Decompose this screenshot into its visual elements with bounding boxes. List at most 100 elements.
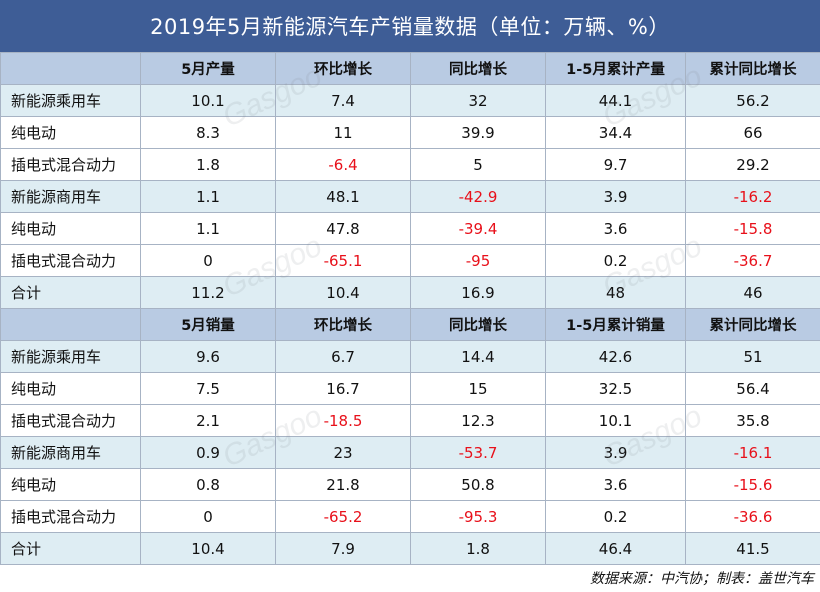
table-row: 纯电动 7.5 16.7 15 32.5 56.4 xyxy=(0,372,820,405)
table-cell: 14.4 xyxy=(410,340,546,373)
table-cell: -95 xyxy=(410,244,546,277)
table-cell: 15 xyxy=(410,372,546,405)
table-row: 纯电动 8.3 11 39.9 34.4 66 xyxy=(0,116,820,149)
table-cell: 32.5 xyxy=(545,372,686,405)
table-cell: 3.6 xyxy=(545,468,686,501)
table-cell: 66 xyxy=(685,116,820,149)
table-cell: 16.9 xyxy=(410,276,546,309)
table-cell: 35.8 xyxy=(685,404,820,437)
table-cell: 48.1 xyxy=(275,180,411,213)
row-label: 合计 xyxy=(0,532,141,565)
table-cell: 1.1 xyxy=(140,212,276,245)
table-cell: 48 xyxy=(545,276,686,309)
table-cell: -39.4 xyxy=(410,212,546,245)
table-cell: 7.5 xyxy=(140,372,276,405)
table-row: 插电式混合动力 0 -65.2 -95.3 0.2 -36.6 xyxy=(0,500,820,533)
column-header: 5月销量 xyxy=(140,308,276,341)
table-cell: 9.7 xyxy=(545,148,686,181)
row-label: 新能源乘用车 xyxy=(0,84,141,117)
table-row: 合计 10.4 7.9 1.8 46.4 41.5 xyxy=(0,532,820,565)
table-cell: -15.6 xyxy=(685,468,820,501)
row-label: 纯电动 xyxy=(0,468,141,501)
table-cell: 1.1 xyxy=(140,180,276,213)
table-cell: 56.2 xyxy=(685,84,820,117)
table-cell: 32 xyxy=(410,84,546,117)
row-label: 新能源商用车 xyxy=(0,436,141,469)
column-header: 环比增长 xyxy=(275,52,411,85)
table-cell: 7.4 xyxy=(275,84,411,117)
table-cell: 46 xyxy=(685,276,820,309)
table-cell: 10.4 xyxy=(140,532,276,565)
row-label: 新能源乘用车 xyxy=(0,340,141,373)
table-cell: -53.7 xyxy=(410,436,546,469)
table-row: 插电式混合动力 0 -65.1 -95 0.2 -36.7 xyxy=(0,244,820,277)
table-cell: -36.6 xyxy=(685,500,820,533)
column-header: 1-5月累计销量 xyxy=(545,308,686,341)
table-cell: 21.8 xyxy=(275,468,411,501)
table-cell: -95.3 xyxy=(410,500,546,533)
table-cell: 11.2 xyxy=(140,276,276,309)
table-cell: 23 xyxy=(275,436,411,469)
row-label: 合计 xyxy=(0,276,141,309)
row-label: 纯电动 xyxy=(0,212,141,245)
table-cell: 8.3 xyxy=(140,116,276,149)
row-label: 插电式混合动力 xyxy=(0,500,141,533)
sales-header-row: 5月销量 环比增长 同比增长 1-5月累计销量 累计同比增长 xyxy=(0,308,820,341)
column-header: 同比增长 xyxy=(410,308,546,341)
table-cell: 2.1 xyxy=(140,404,276,437)
table-row: 合计 11.2 10.4 16.9 48 46 xyxy=(0,276,820,309)
table-row: 新能源商用车 1.1 48.1 -42.9 3.9 -16.2 xyxy=(0,180,820,213)
table-row: 插电式混合动力 1.8 -6.4 5 9.7 29.2 xyxy=(0,148,820,181)
table-cell: 7.9 xyxy=(275,532,411,565)
column-header xyxy=(0,308,141,341)
table-cell: 0 xyxy=(140,500,276,533)
table-row: 新能源乘用车 9.6 6.7 14.4 42.6 51 xyxy=(0,340,820,373)
table-cell: 39.9 xyxy=(410,116,546,149)
table-cell: 34.4 xyxy=(545,116,686,149)
table-cell: 1.8 xyxy=(410,532,546,565)
table-cell: 10.4 xyxy=(275,276,411,309)
row-label: 插电式混合动力 xyxy=(0,244,141,277)
table-cell: 46.4 xyxy=(545,532,686,565)
column-header: 环比增长 xyxy=(275,308,411,341)
table-cell: 47.8 xyxy=(275,212,411,245)
table-row: 新能源乘用车 10.1 7.4 32 44.1 56.2 xyxy=(0,84,820,117)
table-cell: -36.7 xyxy=(685,244,820,277)
table-cell: 56.4 xyxy=(685,372,820,405)
column-header: 累计同比增长 xyxy=(685,308,820,341)
table-cell: 12.3 xyxy=(410,404,546,437)
column-header: 1-5月累计产量 xyxy=(545,52,686,85)
table-cell: 0.2 xyxy=(545,500,686,533)
table-cell: -15.8 xyxy=(685,212,820,245)
row-label: 插电式混合动力 xyxy=(0,404,141,437)
table-cell: 10.1 xyxy=(140,84,276,117)
table-cell: 0.8 xyxy=(140,468,276,501)
column-header xyxy=(0,52,141,85)
row-label: 纯电动 xyxy=(0,372,141,405)
table-cell: 0.2 xyxy=(545,244,686,277)
table-cell: 5 xyxy=(410,148,546,181)
table-cell: 9.6 xyxy=(140,340,276,373)
table-cell: -6.4 xyxy=(275,148,411,181)
table-cell: -18.5 xyxy=(275,404,411,437)
table-cell: 51 xyxy=(685,340,820,373)
table-cell: 41.5 xyxy=(685,532,820,565)
table-cell: 10.1 xyxy=(545,404,686,437)
table-cell: 44.1 xyxy=(545,84,686,117)
table-cell: 3.9 xyxy=(545,436,686,469)
row-label: 纯电动 xyxy=(0,116,141,149)
table-cell: 42.6 xyxy=(545,340,686,373)
column-header: 5月产量 xyxy=(140,52,276,85)
table-cell: 16.7 xyxy=(275,372,411,405)
table-row: 纯电动 0.8 21.8 50.8 3.6 -15.6 xyxy=(0,468,820,501)
table-title: 2019年5月新能源汽车产销量数据（单位：万辆、%） xyxy=(0,0,820,52)
table-cell: 1.8 xyxy=(140,148,276,181)
table-row: 新能源商用车 0.9 23 -53.7 3.9 -16.1 xyxy=(0,436,820,469)
table-cell: -65.2 xyxy=(275,500,411,533)
table-cell: 3.6 xyxy=(545,212,686,245)
table-cell: 29.2 xyxy=(685,148,820,181)
table-cell: -42.9 xyxy=(410,180,546,213)
row-label: 新能源商用车 xyxy=(0,180,141,213)
table-cell: 0.9 xyxy=(140,436,276,469)
